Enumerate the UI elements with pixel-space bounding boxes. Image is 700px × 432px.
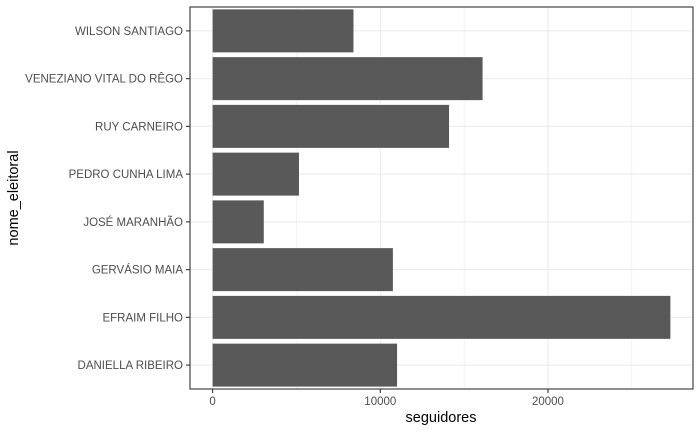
bar xyxy=(212,9,354,53)
y-axis-ticks: DANIELLA RIBEIRO EFRAIM FILHO GERVÁSIO MAI… xyxy=(25,26,190,372)
panel-border xyxy=(189,6,694,390)
bar xyxy=(212,295,671,339)
x-axis-ticks: 0 10000 20000 xyxy=(209,389,564,408)
bar xyxy=(212,248,393,292)
bar xyxy=(212,152,299,196)
y-tick-label: VENEZIANO VITAL DO RÊGO xyxy=(25,73,183,86)
bar xyxy=(212,57,483,101)
y-tick-label: DANIELLA RIBEIRO xyxy=(78,360,184,372)
bar xyxy=(212,200,264,244)
y-tick-label: RUY CARNEIRO xyxy=(95,121,183,133)
bars xyxy=(212,9,671,387)
y-tick-label: GERVÁSIO MAIA xyxy=(92,264,184,277)
y-tick-label: EFRAIM FILHO xyxy=(102,312,183,324)
x-tick-label: 20000 xyxy=(532,396,564,408)
x-tick-label: 0 xyxy=(209,396,215,408)
y-tick-label: PEDRO CUNHA LIMA xyxy=(69,169,184,181)
x-axis-title: seguidores xyxy=(406,410,477,426)
bar xyxy=(212,343,398,387)
y-tick-label: WILSON SANTIAGO xyxy=(75,26,183,38)
bar xyxy=(212,104,450,148)
y-tick-label: JOSÉ MARANHÃO xyxy=(83,216,183,229)
x-tick-label: 10000 xyxy=(364,396,396,408)
y-axis-title: nome_eleitoral xyxy=(6,150,22,245)
